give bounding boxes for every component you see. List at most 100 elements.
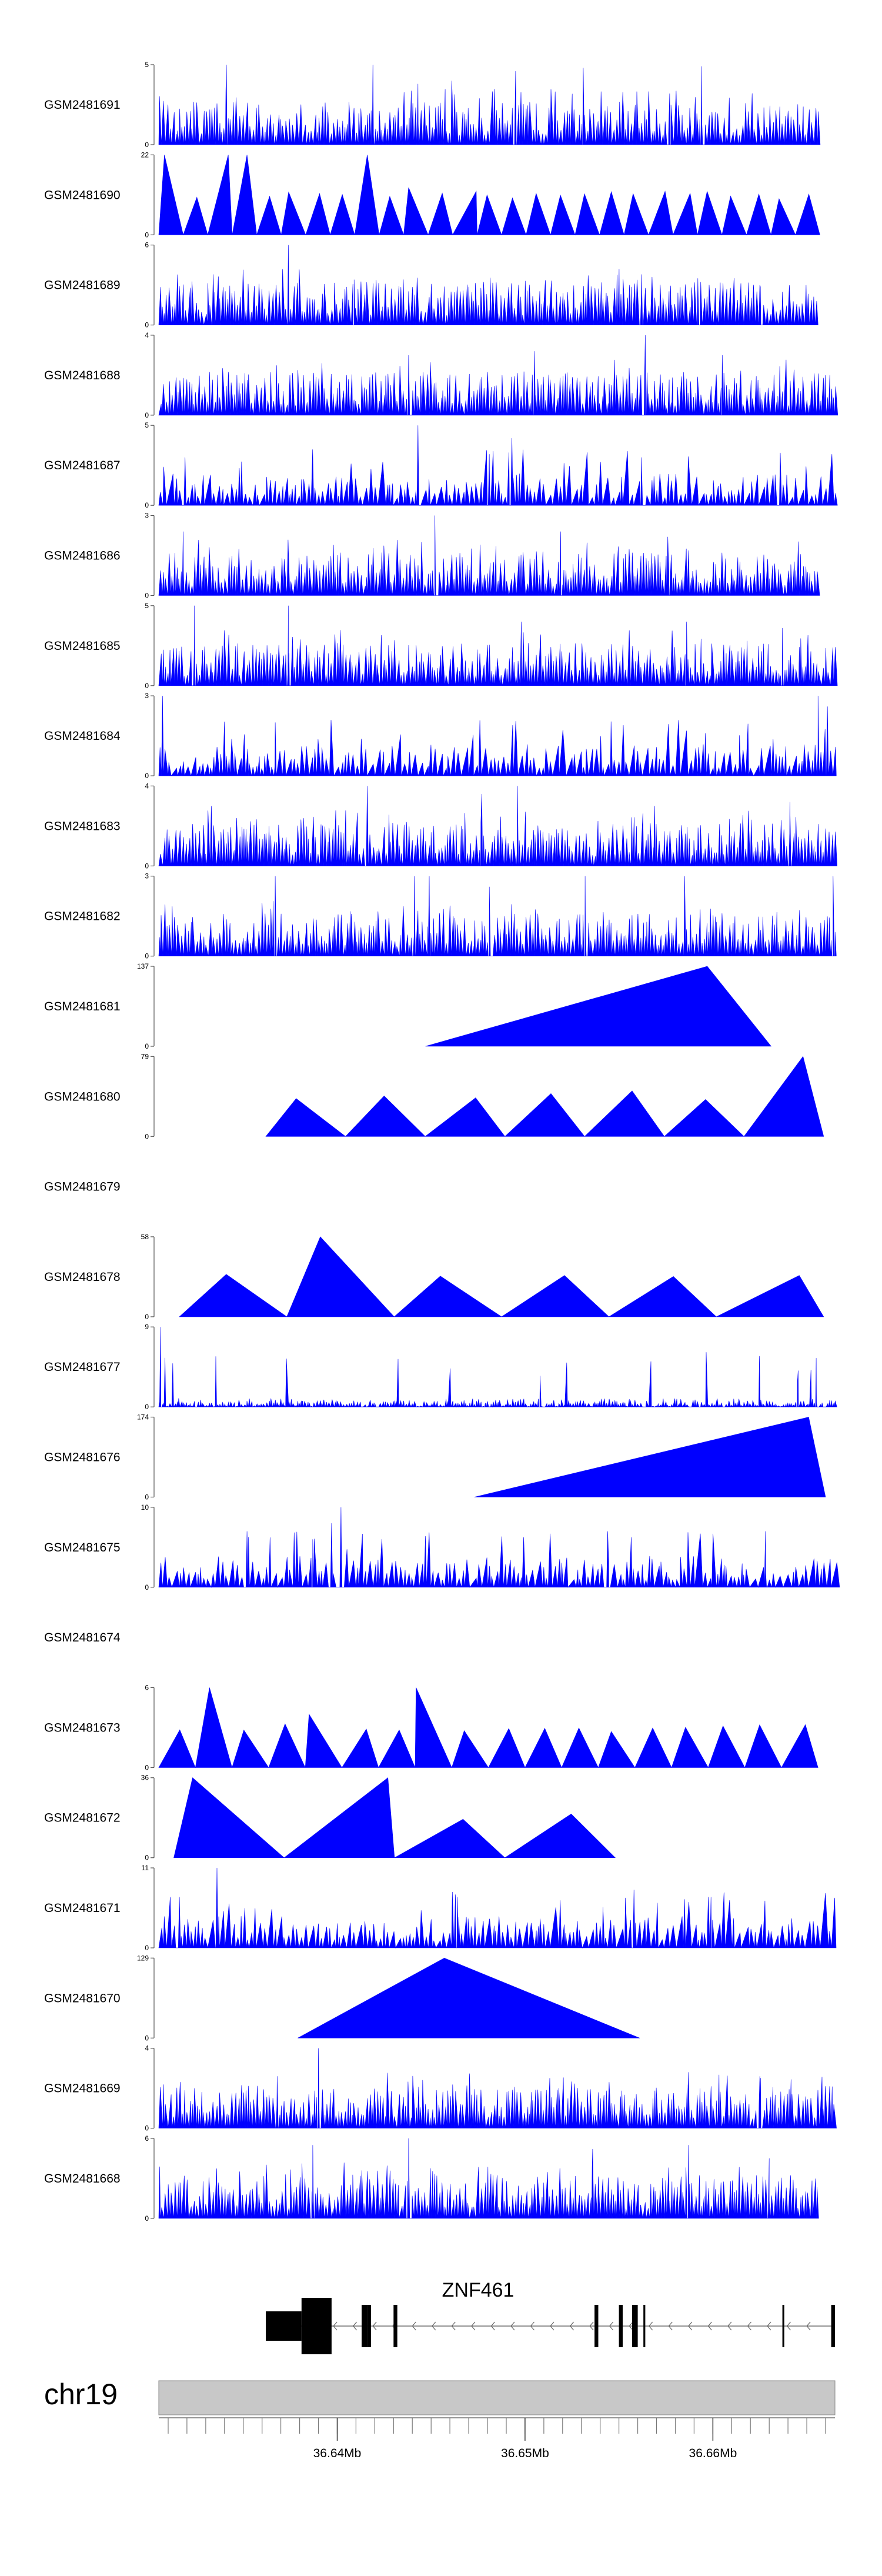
y-tick-max-label: 5: [145, 61, 149, 69]
strand-arrow: [767, 2321, 771, 2331]
y-tick-max-label: 5: [145, 421, 149, 429]
coverage-area: [158, 1867, 837, 1949]
track-GSM2481673: GSM2481673 6 0: [44, 1683, 818, 1771]
y-tick-min-label: 0: [145, 2034, 149, 2042]
coverage-area: [298, 1957, 640, 2038]
y-tick-min-label: 0: [145, 501, 149, 509]
strand-arrow: [747, 2321, 751, 2331]
track-GSM2481681: GSM2481681 137 0: [44, 962, 772, 1050]
strand-arrow: [550, 2321, 554, 2331]
y-tick-max-label: 4: [145, 782, 149, 790]
coverage-area: [158, 2138, 819, 2219]
y-tick-min-label: 0: [145, 411, 149, 419]
gene-exon: [594, 2305, 599, 2347]
x-tick-label: 36.65Mb: [501, 2447, 549, 2460]
track-label: GSM2481672: [44, 1811, 121, 1825]
y-tick-min-label: 0: [145, 592, 149, 600]
y-tick-max-label: 3: [145, 872, 149, 880]
track-GSM2481675: GSM2481675 10 0: [44, 1503, 840, 1591]
coverage-area: [158, 1327, 837, 1408]
track-label: GSM2481675: [44, 1541, 121, 1554]
coverage-area: [158, 64, 821, 145]
track-GSM2481668: GSM2481668 6 0: [44, 2134, 819, 2223]
y-tick-min-label: 0: [145, 1313, 149, 1321]
track-GSM2481671: GSM2481671 11 0: [44, 1864, 837, 1952]
track-GSM2481687: GSM2481687 5 0: [44, 421, 838, 509]
coverage-area: [158, 335, 838, 416]
track-label: GSM2481677: [44, 1360, 121, 1374]
coverage-tracks: GSM248169150GSM2481690220GSM248168960GSM…: [44, 61, 840, 2223]
y-tick-min-label: 0: [145, 321, 149, 329]
x-tick-label: 36.64Mb: [313, 2447, 362, 2460]
coverage-area: [158, 1507, 840, 1588]
strand-arrow: [668, 2321, 673, 2331]
track-label: GSM2481686: [44, 549, 121, 563]
track-GSM2481684: GSM2481684 3 0: [44, 692, 837, 780]
y-tick-max-label: 36: [141, 1774, 149, 1782]
coverage-area: [265, 1056, 824, 1137]
track-GSM2481676: GSM2481676 174 0: [44, 1413, 826, 1501]
track-label: GSM2481689: [44, 279, 121, 292]
y-tick-min-label: 0: [145, 1763, 149, 1771]
strand-arrow: [451, 2321, 456, 2331]
track-label: GSM2481669: [44, 2082, 121, 2095]
y-tick-max-label: 3: [145, 692, 149, 700]
y-tick-max-label: 4: [145, 331, 149, 339]
strand-arrow: [333, 2321, 338, 2331]
track-label: GSM2481673: [44, 1721, 121, 1734]
y-tick-max-label: 6: [145, 241, 149, 249]
strand-arrow: [629, 2321, 633, 2331]
track-label: GSM2481681: [44, 1000, 121, 1013]
coverage-area: [158, 425, 838, 506]
y-tick-max-label: 174: [137, 1413, 149, 1422]
strand-arrow: [372, 2321, 377, 2331]
y-tick-min-label: 0: [145, 952, 149, 960]
coverage-area: [158, 876, 837, 956]
track-GSM2481682: GSM2481682 3 0: [44, 872, 837, 960]
track-GSM2481685: GSM2481685 5 0: [44, 602, 838, 690]
track-label: GSM2481691: [44, 98, 121, 112]
strand-arrow: [352, 2321, 358, 2331]
coverage-area: [179, 1236, 824, 1317]
strand-arrow: [707, 2321, 712, 2331]
track-label: GSM2481687: [44, 459, 121, 472]
y-tick-min-label: 0: [145, 231, 149, 239]
coverage-area: [158, 2048, 837, 2128]
track-label: GSM2481676: [44, 1451, 121, 1464]
track-label: GSM2481680: [44, 1090, 121, 1103]
track-label: GSM2481668: [44, 2172, 121, 2185]
coverage-area: [158, 786, 838, 866]
chromosome-label: chr19: [44, 2378, 118, 2411]
strand-arrow: [786, 2321, 791, 2331]
track-GSM2481674: GSM2481674: [44, 1631, 121, 1644]
coverage-area: [158, 245, 818, 325]
y-tick-min-label: 0: [145, 682, 149, 690]
track-GSM2481670: GSM2481670 129 0: [44, 1954, 640, 2042]
track-label: GSM2481688: [44, 369, 121, 382]
gene-exon: [367, 2305, 371, 2347]
y-tick-max-label: 22: [141, 151, 149, 159]
y-tick-max-label: 3: [145, 512, 149, 520]
strand-arrow: [510, 2321, 515, 2331]
y-tick-min-label: 0: [145, 1944, 149, 1952]
coverage-area: [158, 515, 820, 596]
gene-annotation-track: ZNF461: [266, 2279, 835, 2354]
track-GSM2481686: GSM2481686 3 0: [44, 512, 820, 600]
strand-arrow: [648, 2321, 653, 2331]
genome-axis-track: chr19 36.64Mb 36.65Mb 36.66Mb: [44, 2378, 836, 2460]
y-tick-min-label: 0: [145, 1132, 149, 1140]
coverage-area: [474, 1417, 826, 1497]
strand-arrow: [806, 2321, 811, 2331]
track-GSM2481669: GSM2481669 4 0: [44, 2044, 837, 2133]
coverage-area: [425, 966, 772, 1047]
gene-exon: [782, 2305, 784, 2347]
track-label: GSM2481685: [44, 639, 121, 653]
strand-arrow: [412, 2321, 416, 2331]
y-tick-min-label: 0: [145, 1042, 149, 1050]
gene-exon: [619, 2305, 623, 2347]
track-label: GSM2481690: [44, 188, 121, 202]
coverage-area: [173, 1777, 616, 1858]
y-tick-max-label: 6: [145, 2134, 149, 2143]
coverage-area: [158, 155, 820, 236]
